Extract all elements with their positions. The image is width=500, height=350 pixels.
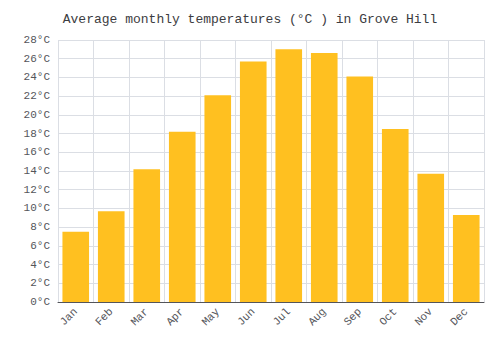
svg-text:Feb: Feb xyxy=(93,306,115,328)
svg-text:Mar: Mar xyxy=(129,306,151,328)
svg-text:22°C: 22°C xyxy=(24,90,51,102)
svg-text:Average monthly temperatures (: Average monthly temperatures (°C ) in Gr… xyxy=(63,12,438,27)
svg-text:Jan: Jan xyxy=(58,306,80,328)
svg-text:Jul: Jul xyxy=(271,306,293,328)
svg-text:26°C: 26°C xyxy=(24,53,51,65)
svg-text:20°C: 20°C xyxy=(24,109,51,121)
svg-text:12°C: 12°C xyxy=(24,184,51,196)
svg-text:16°C: 16°C xyxy=(24,146,51,158)
svg-text:Aug: Aug xyxy=(306,306,328,328)
svg-text:Nov: Nov xyxy=(413,305,436,328)
svg-text:2°C: 2°C xyxy=(30,277,50,289)
svg-text:14°C: 14°C xyxy=(24,165,51,177)
svg-text:8°C: 8°C xyxy=(30,221,50,233)
svg-text:24°C: 24°C xyxy=(24,71,51,83)
svg-text:Dec: Dec xyxy=(448,306,470,328)
svg-text:4°C: 4°C xyxy=(30,259,50,271)
svg-text:Apr: Apr xyxy=(164,306,186,328)
svg-text:May: May xyxy=(200,305,223,328)
svg-text:Oct: Oct xyxy=(377,306,399,328)
svg-text:Jun: Jun xyxy=(235,306,257,328)
svg-text:6°C: 6°C xyxy=(30,240,50,252)
svg-text:Sep: Sep xyxy=(342,306,364,328)
svg-text:10°C: 10°C xyxy=(24,202,51,214)
svg-text:28°C: 28°C xyxy=(24,34,51,46)
svg-text:0°C: 0°C xyxy=(30,296,50,308)
svg-text:18°C: 18°C xyxy=(24,128,51,140)
